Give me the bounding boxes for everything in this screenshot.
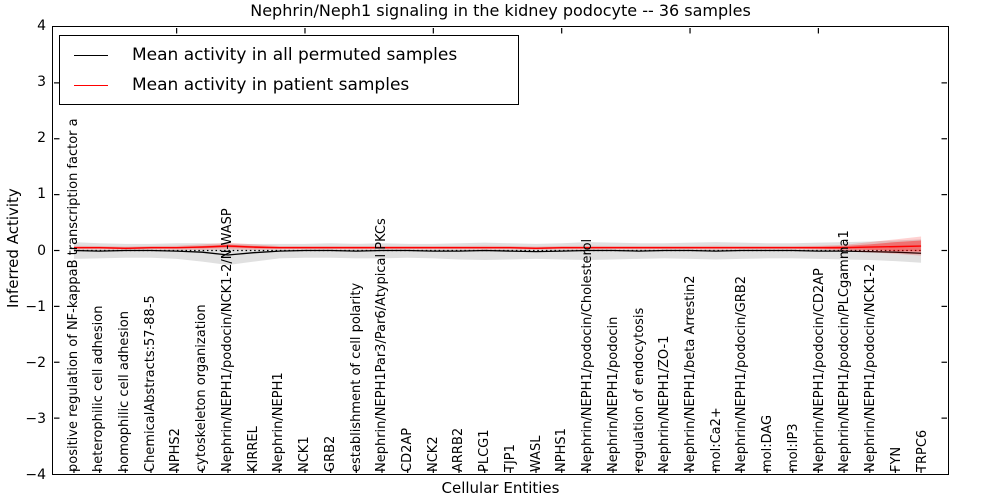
y-tick-label: 3 xyxy=(37,74,46,91)
x-category-label: WASL xyxy=(528,435,544,472)
x-category-label: regulation of endocytosis xyxy=(631,307,647,472)
x-category-label: heterophilic cell adhesion xyxy=(91,305,107,473)
x-category-label: Nephrin/NEPH1/podocin xyxy=(605,316,621,472)
x-category-label: NPHS2 xyxy=(168,428,184,472)
x-category-label: NCK1 xyxy=(297,436,313,472)
x-category-label: mol:Ca2+ xyxy=(708,407,724,472)
x-category-label: Nephrin/NEPH1/podocin/GRB2 xyxy=(734,275,750,472)
legend-item-permuted: Mean activity in all permuted samples xyxy=(60,40,518,70)
legend-item-patient: Mean activity in patient samples xyxy=(60,70,518,100)
x-category-label: Nephrin/NEPH1/podocin/CD2AP xyxy=(811,268,827,472)
x-category-label: establishment of cell polarity xyxy=(348,282,364,472)
y-tick-label: −4 xyxy=(25,467,46,483)
x-category-label: CD2AP xyxy=(399,427,415,472)
x-axis-title: Cellular Entities xyxy=(441,479,560,497)
x-category-label: Nephrin/NEPH1/beta Arrestin2 xyxy=(682,275,698,473)
y-tick-label: −1 xyxy=(25,298,46,315)
x-category-label: homophilic cell adhesion xyxy=(116,311,132,472)
x-category-label: TJP1 xyxy=(502,444,518,472)
patient-mean-line xyxy=(73,245,922,250)
chart-title: Nephrin/Neph1 signaling in the kidney po… xyxy=(250,1,751,20)
permuted-line-swatch xyxy=(74,54,108,56)
permuted-mean-line xyxy=(73,249,922,256)
patient-outer-band xyxy=(73,236,922,256)
x-category-label: PLCG1 xyxy=(477,429,493,472)
patient-line-swatch xyxy=(74,84,108,86)
y-tick-label: 1 xyxy=(37,186,46,203)
plot-area xyxy=(52,26,949,475)
x-category-label: ChemicalAbstracts:57-88-5 xyxy=(142,295,158,472)
legend-label-patient: Mean activity in patient samples xyxy=(132,75,410,95)
x-category-label: Nephrin/NEPH1 xyxy=(271,372,287,472)
x-category-label: TRPC6 xyxy=(914,429,930,472)
x-category-label: positive regulation of NF-kappaB transcr… xyxy=(65,118,81,472)
y-tick-label: 0 xyxy=(37,242,46,259)
chart-canvas xyxy=(53,27,948,474)
x-category-label: Nephrin/NEPH1Par3/Par6/Atypical PKCs xyxy=(374,218,390,472)
y-tick-label: 4 xyxy=(37,18,46,34)
x-category-label: mol:DAG xyxy=(760,414,776,472)
x-category-label: GRB2 xyxy=(322,435,338,472)
x-category-label: NPHS1 xyxy=(554,428,570,472)
x-category-label: FYN xyxy=(888,446,904,472)
y-tick-label: 2 xyxy=(37,130,46,147)
permuted-band xyxy=(73,239,922,266)
x-category-label: mol:IP3 xyxy=(785,423,801,472)
x-category-label: Nephrin/NEPH1/podocin/NCK1-2/N-WASP xyxy=(219,208,235,472)
x-category-label: Nephrin/NEPH1/ZO-1 xyxy=(657,335,673,472)
x-category-label: ARRB2 xyxy=(451,427,467,472)
y-tick-label: −2 xyxy=(25,354,46,371)
x-category-label: KIRREL xyxy=(245,426,261,472)
x-category-label: NCK2 xyxy=(425,436,441,472)
x-category-label: Nephrin/NEPH1/podocin/PLCgamma1 xyxy=(837,230,853,472)
x-category-label: Nephrin/NEPH1/podocin/NCK1-2 xyxy=(863,263,879,472)
y-tick-label: −3 xyxy=(25,410,46,427)
x-category-label: cytoskeleton organization xyxy=(194,304,210,472)
legend: Mean activity in all permuted samples Me… xyxy=(59,35,519,105)
legend-label-permuted: Mean activity in all permuted samples xyxy=(132,45,458,65)
x-category-label: Nephrin/NEPH1/podocin/Cholesterol xyxy=(580,238,596,472)
